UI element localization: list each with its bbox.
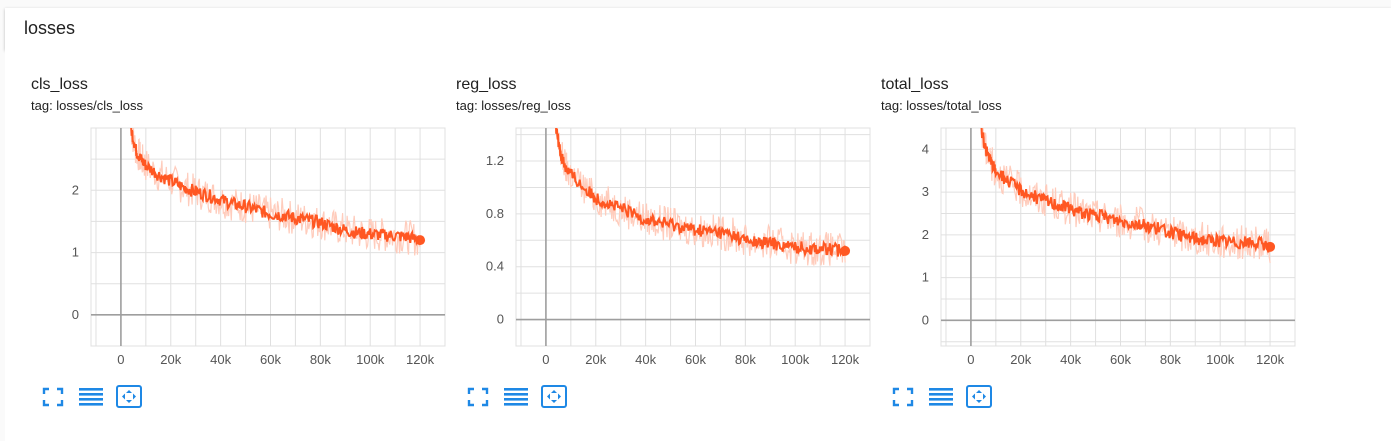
y-tick-label: 2 [922,227,929,242]
fullscreen-icon [42,387,64,407]
fullscreen-button[interactable] [889,384,917,410]
x-tick-label: 60k [260,352,281,367]
chart-title: reg_loss [456,76,517,93]
chart-tag: tag: losses/reg_loss [456,98,571,113]
x-tick-label: 60k [685,352,706,367]
fit-domain-button[interactable] [965,384,993,410]
y-tick-label: 3 [922,184,929,199]
group-title: losses [24,18,76,38]
charts-container: cls_loss tag: losses/cls_loss 0 1 2 0 20k 40k… [5,50,1391,441]
chart-card-cls-loss: cls_loss tag: losses/cls_loss 0 1 2 0 20k 40k… [31,50,451,430]
x-tick-label: 0 [542,352,549,367]
fullscreen-icon [892,387,914,407]
list-icon [929,388,953,406]
x-tick-label: 120k [1256,352,1285,367]
y-tick-label: 0 [922,312,929,327]
series-end-point [415,235,426,246]
x-tick-label: 120k [831,352,860,367]
series-raw-line [555,128,846,266]
x-tick-label: 80k [310,352,331,367]
chart-plot-cls-loss[interactable]: 0 1 2 0 20k 40k 60k 80k 100k 120k [31,118,451,382]
x-tick-label: 20k [1010,352,1031,367]
x-tick-label: 80k [735,352,756,367]
series-end-point [1265,241,1276,252]
list-icon [79,388,103,406]
y-tick-label: 1 [72,245,79,260]
toggle-log-scale-button[interactable] [77,384,105,410]
chart-plot-reg-loss[interactable]: 0 0.4 0.8 1.2 0 20k 40k 60k 80k 100k 120k [456,118,876,382]
x-tick-label: 20k [160,352,181,367]
series-raw-line [980,128,1271,264]
series-line [980,128,1272,253]
chart-tag: tag: losses/cls_loss [31,98,143,113]
y-tick-label: 2 [72,182,79,197]
toggle-log-scale-button[interactable] [927,384,955,410]
y-tick-label: 4 [922,141,929,156]
y-tick-label: 1 [922,270,929,285]
fullscreen-button[interactable] [464,384,492,410]
x-tick-label: 40k [635,352,656,367]
chart-title: total_loss [881,76,949,93]
fullscreen-icon [467,387,489,407]
x-tick-label: 0 [117,352,124,367]
list-icon [504,388,528,406]
y-tick-label: 0.8 [486,206,504,221]
fit-domain-icon [116,385,142,408]
x-tick-label: 60k [1110,352,1131,367]
chart-plot-total-loss[interactable]: 0 1 2 3 4 0 20k 40k 60k 80k 100k 120k [881,118,1301,382]
y-tick-label: 0 [497,312,504,327]
x-tick-label: 80k [1160,352,1181,367]
x-tick-label: 40k [210,352,231,367]
y-tick-label: 0 [72,307,79,322]
y-tick-label: 0.4 [486,259,504,274]
x-tick-label: 100k [1206,352,1235,367]
x-tick-label: 100k [356,352,385,367]
series-line [130,128,421,246]
series-end-point [840,245,851,256]
series-raw-line [130,128,421,256]
toggle-log-scale-button[interactable] [502,384,530,410]
x-tick-label: 40k [1060,352,1081,367]
run-group-header[interactable]: losses [5,8,1391,50]
y-tick-label: 1.2 [486,153,504,168]
fullscreen-button[interactable] [39,384,67,410]
x-tick-label: 100k [781,352,810,367]
fit-domain-button[interactable] [540,384,568,410]
chart-title: cls_loss [31,76,88,93]
x-tick-label: 0 [967,352,974,367]
fit-domain-icon [541,385,567,408]
series-line [555,128,847,258]
chart-card-reg-loss: reg_loss tag: losses/reg_loss 0 0.4 0.8 1.2… [456,50,876,430]
chart-tag: tag: losses/total_loss [881,98,1002,113]
fit-domain-icon [966,385,992,408]
fit-domain-button[interactable] [115,384,143,410]
x-tick-label: 120k [406,352,435,367]
x-tick-label: 20k [585,352,606,367]
